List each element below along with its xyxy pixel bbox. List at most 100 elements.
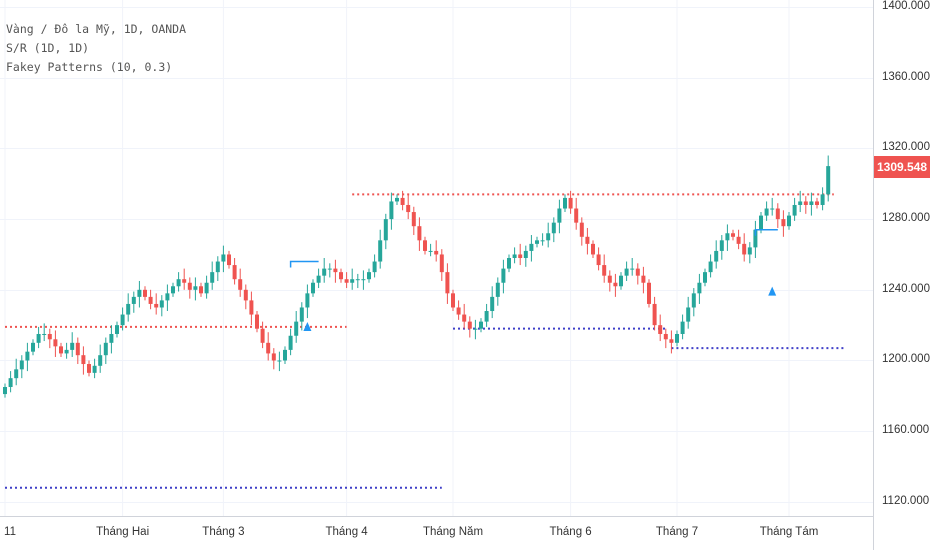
y-tick-label: 1400.000 xyxy=(882,0,930,12)
candle-body xyxy=(204,282,209,294)
candle-body xyxy=(355,279,360,281)
x-tick-label: Tháng 6 xyxy=(549,526,592,538)
candle-body xyxy=(14,369,19,379)
candle-body xyxy=(747,247,752,255)
candles xyxy=(3,155,831,398)
candle-body xyxy=(764,208,769,216)
candle-body xyxy=(792,204,797,216)
candle-body xyxy=(641,275,646,283)
candle-body xyxy=(316,275,321,283)
legend-symbol[interactable]: Vàng / Đô la Mỹ, 1D, OANDA xyxy=(6,22,187,36)
candle-body xyxy=(759,215,763,230)
candle-body xyxy=(529,243,534,251)
y-tick-label: 1360.000 xyxy=(882,70,930,83)
candle-body xyxy=(154,303,159,308)
candle-body xyxy=(215,261,220,273)
x-tick-label: Tháng Hai xyxy=(96,526,150,538)
candle-body xyxy=(350,279,355,283)
candle-body xyxy=(439,254,444,273)
x-tick-label: Tháng Năm xyxy=(422,526,484,538)
candle-body xyxy=(36,333,41,343)
candle-body xyxy=(266,342,271,354)
candle-body xyxy=(271,353,276,361)
candle-body xyxy=(361,279,366,281)
candle-body xyxy=(467,321,472,329)
candle-body xyxy=(456,307,461,315)
candle-body xyxy=(512,254,517,258)
candle-body xyxy=(434,250,439,255)
candle-body xyxy=(333,268,338,273)
candle-body xyxy=(691,293,696,308)
candle-body xyxy=(378,240,383,262)
sr-levels xyxy=(5,193,845,489)
candle-body xyxy=(126,303,131,315)
candle-body xyxy=(770,208,775,210)
candle-body xyxy=(199,286,203,294)
candle-body xyxy=(411,212,416,227)
candle-body xyxy=(607,275,612,283)
candle-body xyxy=(53,339,58,347)
y-tick-label: 1320.000 xyxy=(882,140,930,153)
last-price-badge: 1309.548 xyxy=(874,156,930,178)
candle-body xyxy=(70,342,75,350)
candle-body xyxy=(238,279,243,290)
candle-body xyxy=(417,226,422,241)
candle-body xyxy=(479,321,483,329)
candle-body xyxy=(389,201,394,220)
candle-body xyxy=(501,268,506,283)
candle-body xyxy=(115,325,119,334)
candle-body xyxy=(367,272,371,280)
candle-body xyxy=(540,240,545,242)
candle-body xyxy=(305,293,310,308)
legend-sr[interactable]: S/R (1D, 1D) xyxy=(6,41,90,55)
y-tick-label: 1200.000 xyxy=(882,352,930,365)
candle-body xyxy=(568,197,573,209)
candle-body xyxy=(428,250,433,252)
candle-body xyxy=(596,254,601,266)
candle-body xyxy=(176,279,181,287)
fakey-up-arrow-icon xyxy=(768,286,777,296)
candle-body xyxy=(3,387,7,395)
candle-body xyxy=(255,314,259,329)
candle-body xyxy=(193,286,198,290)
candle-body xyxy=(221,254,226,262)
candle-body xyxy=(557,208,562,223)
candle-body xyxy=(42,333,47,335)
candle-body xyxy=(798,201,803,205)
candle-body xyxy=(613,282,618,287)
candle-body xyxy=(518,254,523,258)
candle-body xyxy=(753,229,758,248)
candle-body xyxy=(249,300,254,315)
candle-body xyxy=(372,261,377,273)
legend-fakey[interactable]: Fakey Patterns (10, 0.3) xyxy=(6,60,173,74)
candle-body xyxy=(210,272,215,283)
candle-body xyxy=(288,335,293,350)
candle-body xyxy=(686,307,691,322)
candle-body xyxy=(103,342,108,356)
candle-body xyxy=(98,355,103,366)
candle-body xyxy=(775,208,780,220)
candle-body xyxy=(260,328,265,343)
candle-body xyxy=(658,325,663,334)
candle-body xyxy=(187,282,192,290)
candle-body xyxy=(92,365,97,373)
candle-body xyxy=(563,197,567,209)
candle-body xyxy=(574,208,579,223)
candle-body xyxy=(47,333,52,340)
candle-body xyxy=(148,296,153,304)
candle-body xyxy=(652,303,657,326)
candle-body xyxy=(523,250,528,258)
candle-body xyxy=(624,268,629,276)
candle-body xyxy=(406,204,411,213)
candle-body xyxy=(232,265,237,280)
candle-body xyxy=(109,333,114,343)
candle-body xyxy=(803,201,808,205)
candle-body xyxy=(445,272,450,294)
candle-body xyxy=(507,258,511,269)
candle-body xyxy=(182,279,187,283)
x-tick-label: Tháng 7 xyxy=(655,526,699,538)
candle-body xyxy=(551,222,556,234)
candle-body xyxy=(619,275,623,287)
grid-lines xyxy=(0,0,873,516)
